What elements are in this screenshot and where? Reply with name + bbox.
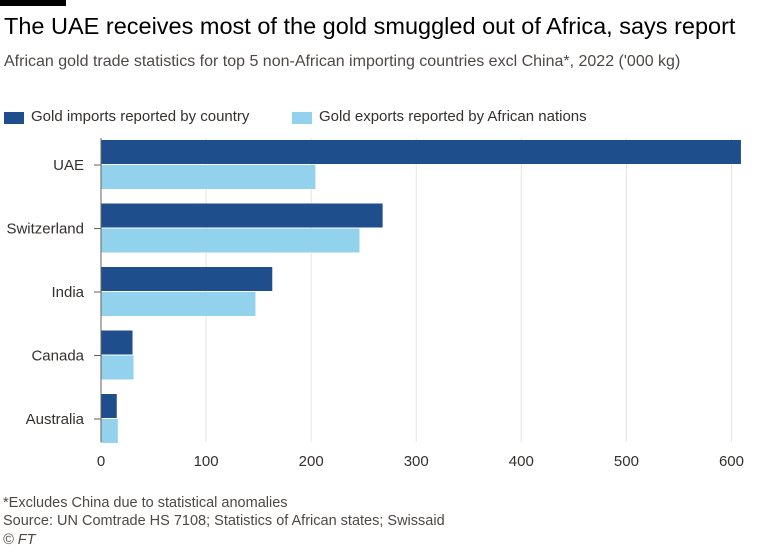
legend-swatch-imports <box>4 112 24 124</box>
y-label-switzerland: Switzerland <box>6 221 84 238</box>
bar-exports-uae <box>101 165 316 189</box>
x-tick-label-0: 0 <box>97 453 105 470</box>
bar-exports-australia <box>101 419 118 443</box>
bar-imports-switzerland <box>101 203 383 228</box>
y-label-canada: Canada <box>31 348 84 365</box>
bar-imports-uae <box>101 140 741 164</box>
bar-imports-india <box>101 267 273 291</box>
bar-imports-canada <box>101 330 133 355</box>
x-tick-label-300: 300 <box>404 453 429 470</box>
y-label-uae: UAE <box>53 157 84 174</box>
bar-chart: 0 100 200 300 400 500 600 UAE Switzerland India Ca… <box>6 138 744 470</box>
x-tick-label-600: 600 <box>719 453 744 470</box>
bar-exports-switzerland <box>101 228 360 253</box>
legend-swatch-exports <box>292 112 312 124</box>
brand-bar <box>0 0 66 6</box>
bar-exports-india <box>101 292 256 316</box>
chart-subtitle: African gold trade statistics for top 5 … <box>4 53 681 70</box>
bar-exports-canada <box>101 355 134 380</box>
y-label-india: India <box>51 284 84 301</box>
x-tick-label-200: 200 <box>299 453 324 470</box>
footnote-credit: © FT <box>3 532 36 548</box>
x-tick-label-400: 400 <box>509 453 534 470</box>
legend-label-exports: Gold exports reported by African nations <box>319 108 587 125</box>
x-tick-label-500: 500 <box>614 453 639 470</box>
footnote-note: *Excludes China due to statistical anoma… <box>3 495 288 511</box>
x-tick-label-100: 100 <box>194 453 219 470</box>
footnote-source: Source: UN Comtrade HS 7108; Statistics … <box>3 513 445 529</box>
chart-title: The UAE receives most of the gold smuggl… <box>4 13 736 39</box>
y-label-australia: Australia <box>26 411 85 428</box>
bar-imports-australia <box>101 394 117 418</box>
legend-label-imports: Gold imports reported by country <box>31 108 250 125</box>
